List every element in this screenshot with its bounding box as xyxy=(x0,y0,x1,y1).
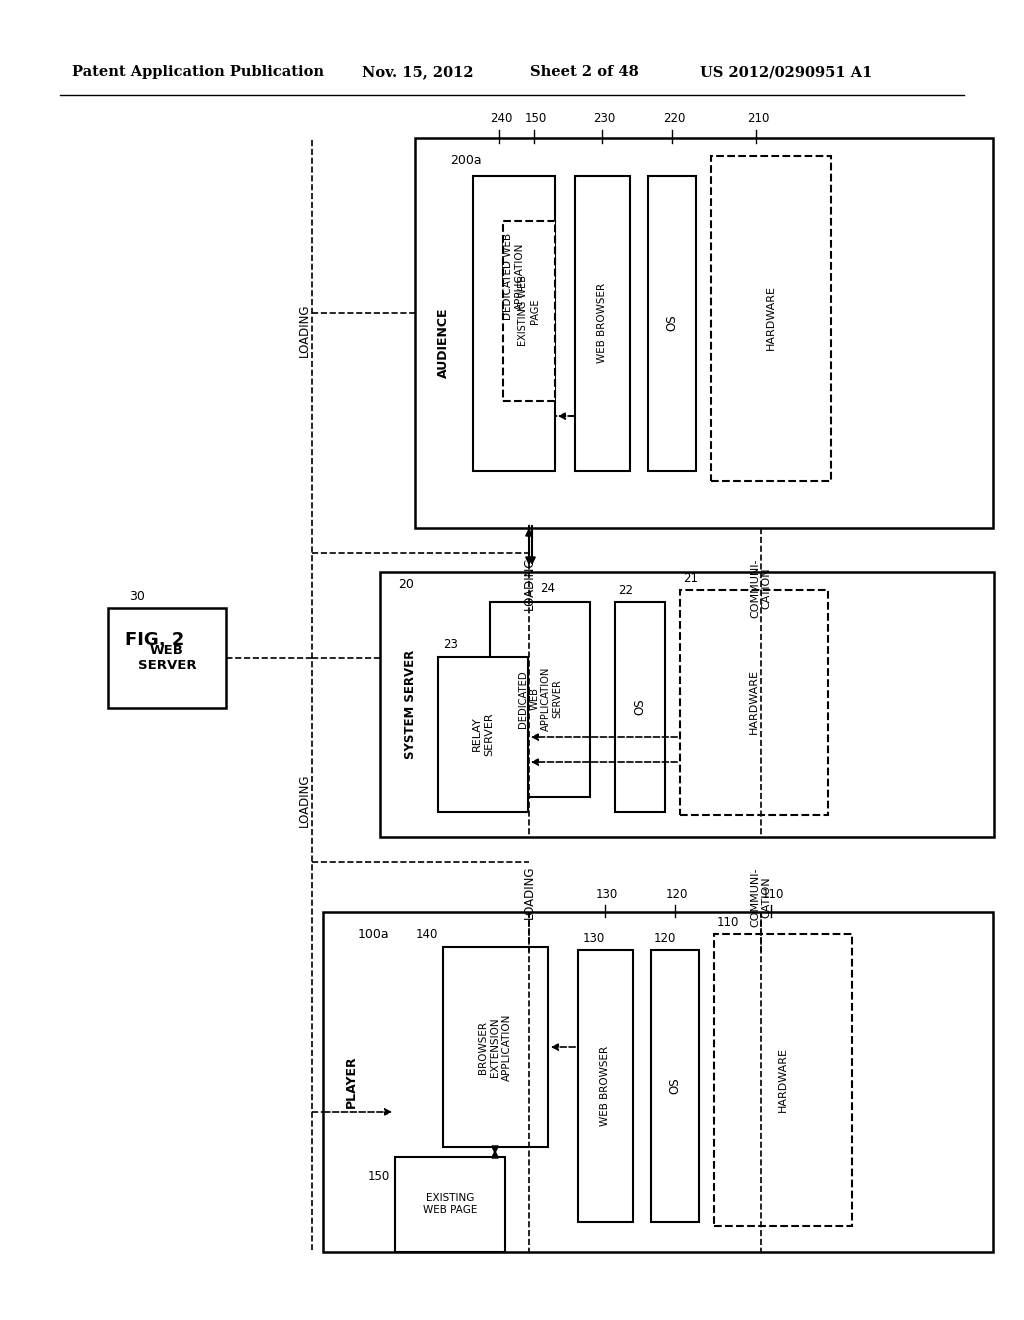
Text: 140: 140 xyxy=(416,928,438,941)
Bar xyxy=(380,572,994,837)
Text: 20: 20 xyxy=(398,578,414,590)
Text: EXISTING WEB
PAGE: EXISTING WEB PAGE xyxy=(518,276,540,346)
Text: US 2012/0290951 A1: US 2012/0290951 A1 xyxy=(700,65,872,79)
Text: BROWSER
EXTENSION
APPLICATION: BROWSER EXTENSION APPLICATION xyxy=(478,1014,512,1081)
Text: DEDICATED WEB
APPLICATION: DEDICATED WEB APPLICATION xyxy=(503,232,524,319)
Text: WEB BROWSER: WEB BROWSER xyxy=(600,1045,610,1126)
Bar xyxy=(651,950,699,1222)
Text: COMMUNI-
CATION: COMMUNI- CATION xyxy=(751,558,772,618)
Text: LOADING: LOADING xyxy=(298,774,310,826)
Bar xyxy=(490,602,590,797)
Text: OS: OS xyxy=(666,314,679,331)
Bar xyxy=(395,1158,505,1251)
Bar xyxy=(575,176,630,471)
Text: 210: 210 xyxy=(746,111,769,124)
Text: 230: 230 xyxy=(593,111,615,124)
Bar xyxy=(415,139,993,528)
Text: Sheet 2 of 48: Sheet 2 of 48 xyxy=(530,65,639,79)
Text: 200a: 200a xyxy=(450,153,481,166)
Text: Nov. 15, 2012: Nov. 15, 2012 xyxy=(362,65,474,79)
Text: LOADING: LOADING xyxy=(522,865,536,919)
Text: 22: 22 xyxy=(618,583,633,597)
Text: HARDWARE: HARDWARE xyxy=(749,669,759,734)
Bar xyxy=(503,220,555,401)
Text: OS: OS xyxy=(634,698,646,715)
Text: LOADING: LOADING xyxy=(522,556,536,610)
Text: AUDIENCE: AUDIENCE xyxy=(436,308,450,379)
Text: 21: 21 xyxy=(683,572,698,585)
Text: 24: 24 xyxy=(540,582,555,594)
Text: 240: 240 xyxy=(489,111,512,124)
Bar xyxy=(438,657,528,812)
Text: Patent Application Publication: Patent Application Publication xyxy=(72,65,324,79)
Text: OS: OS xyxy=(669,1077,682,1094)
Bar xyxy=(578,950,633,1222)
Text: HARDWARE: HARDWARE xyxy=(766,285,776,351)
Text: FIG. 2: FIG. 2 xyxy=(125,631,184,649)
Text: 130: 130 xyxy=(583,932,605,945)
Bar xyxy=(323,912,993,1251)
Bar xyxy=(680,590,828,814)
Text: PLAYER: PLAYER xyxy=(344,1056,357,1109)
Text: 220: 220 xyxy=(663,111,685,124)
Text: 110: 110 xyxy=(762,887,784,900)
Bar xyxy=(443,946,548,1147)
Text: WEB BROWSER: WEB BROWSER xyxy=(597,282,607,363)
Text: 100a: 100a xyxy=(358,928,389,940)
Bar xyxy=(714,935,852,1226)
Text: WEB
SERVER: WEB SERVER xyxy=(137,644,197,672)
Text: SYSTEM SERVER: SYSTEM SERVER xyxy=(403,649,417,759)
Bar xyxy=(648,176,696,471)
Text: LOADING: LOADING xyxy=(298,304,310,356)
Bar xyxy=(711,156,831,480)
Bar xyxy=(473,176,555,471)
Text: 30: 30 xyxy=(129,590,145,602)
Text: 150: 150 xyxy=(368,1171,390,1184)
Text: 120: 120 xyxy=(654,932,677,945)
Text: 150: 150 xyxy=(525,111,547,124)
Bar xyxy=(615,602,665,812)
Text: RELAY
SERVER: RELAY SERVER xyxy=(472,713,494,756)
Text: COMMUNI-
CATION: COMMUNI- CATION xyxy=(751,867,772,927)
Text: HARDWARE: HARDWARE xyxy=(778,1048,788,1113)
Text: DEDICATED
WEB
APPLICATION
SERVER: DEDICATED WEB APPLICATION SERVER xyxy=(517,667,562,731)
Text: 130: 130 xyxy=(596,887,618,900)
Text: 23: 23 xyxy=(443,639,458,652)
Bar xyxy=(108,609,226,708)
Text: EXISTING
WEB PAGE: EXISTING WEB PAGE xyxy=(423,1193,477,1214)
Text: 120: 120 xyxy=(666,887,688,900)
Text: 110: 110 xyxy=(717,916,739,928)
